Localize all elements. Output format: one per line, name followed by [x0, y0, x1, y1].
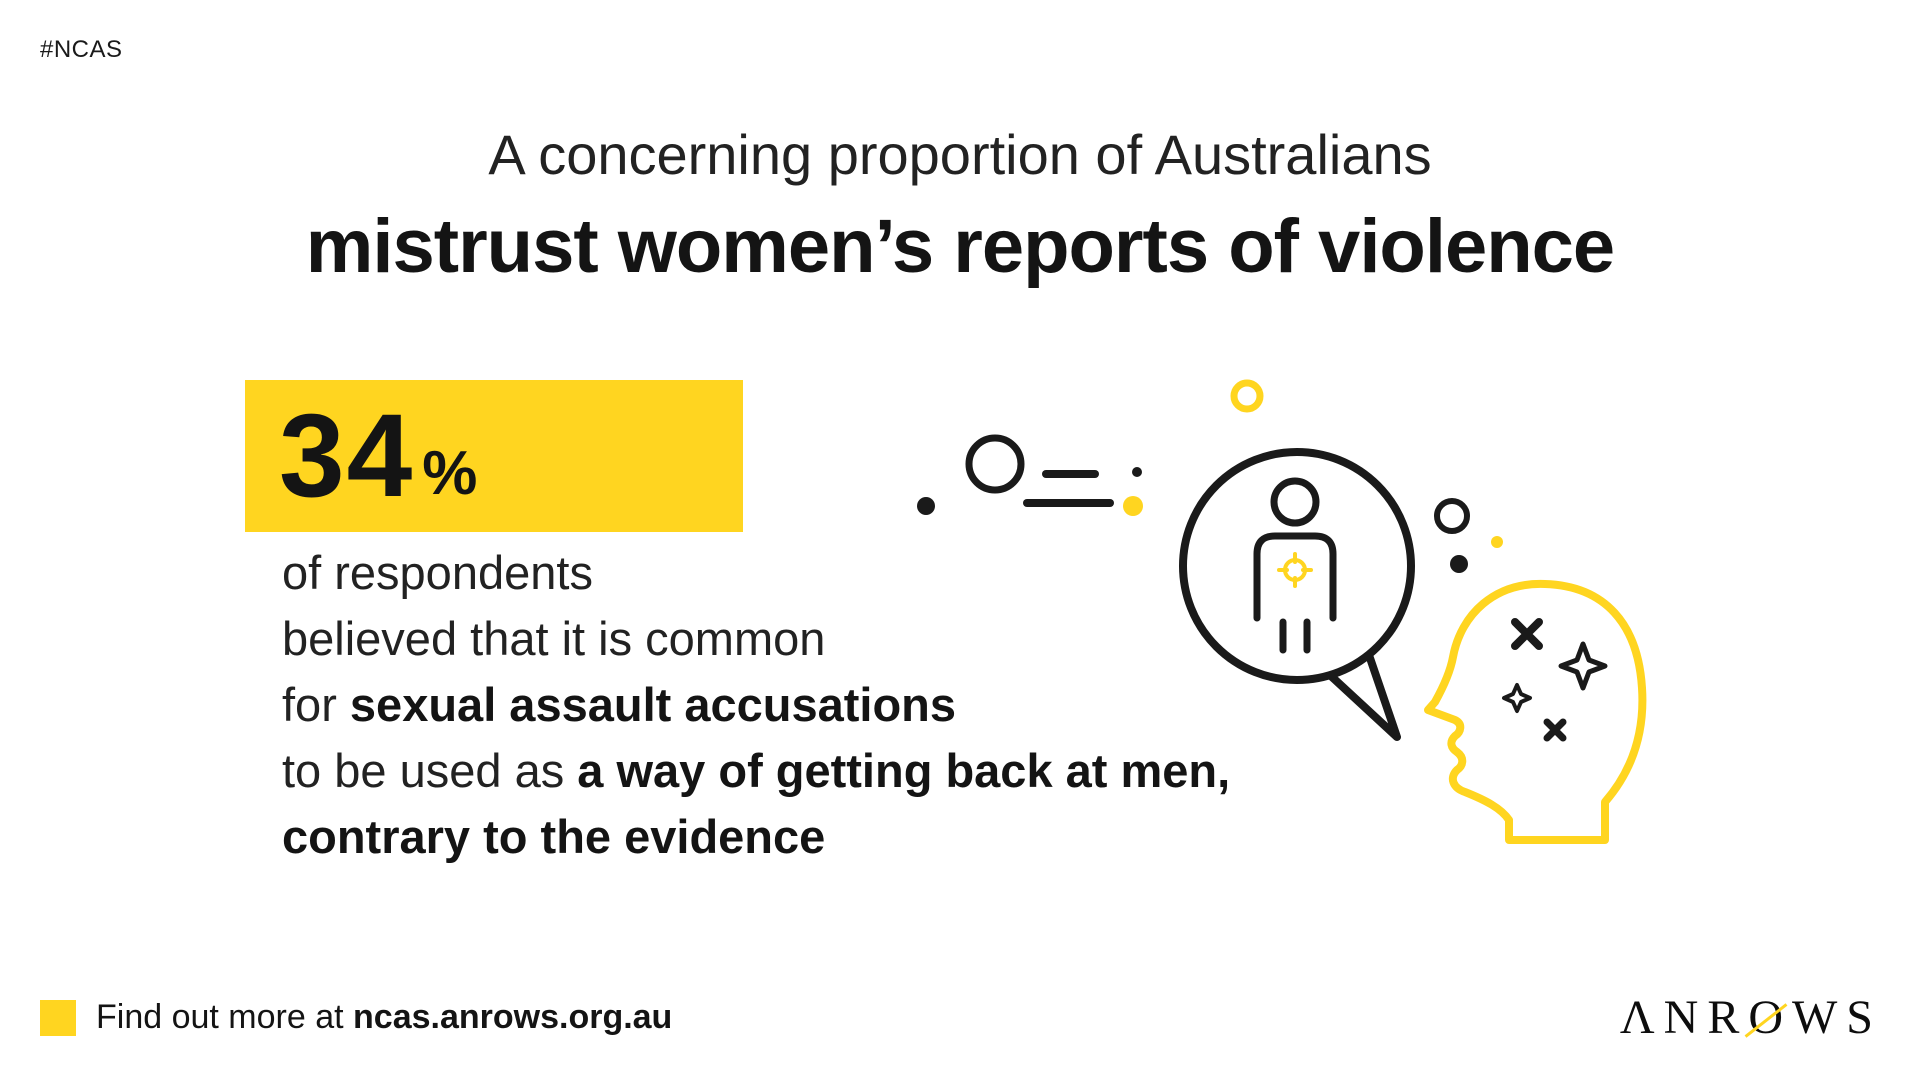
yellow-square-icon [40, 999, 76, 1036]
speech-bubble-person-icon [1179, 448, 1415, 741]
stat-value: 34 [279, 390, 415, 522]
title-line-2: mistrust women’s reports of violence [305, 204, 1615, 289]
stat-highlight-box: 34 % [245, 380, 743, 532]
speech-bubble-illustration [917, 379, 1647, 844]
logo-slashed-o: O [1748, 991, 1792, 1044]
head-profile-icon [1424, 579, 1647, 844]
title-line-1: A concerning proportion of Australians [488, 123, 1432, 186]
sparkles-icon [1502, 618, 1608, 742]
stat-description: of respondents believed that it is commo… [282, 540, 1230, 870]
page-title: A concerning proportion of Australians m… [0, 122, 1920, 290]
decorative-dots-left [917, 434, 1143, 516]
description-line: contrary to the evidence [282, 810, 826, 863]
decorative-dots-right [1434, 498, 1503, 573]
description-line: of respondents [282, 546, 593, 599]
stat-percent-sign: % [422, 438, 478, 508]
footer-url: ncas.anrows.org.au [353, 998, 673, 1036]
anrows-logo: ΛNROWS [1619, 991, 1882, 1044]
hashtag: #NCAS [40, 36, 123, 63]
yellow-ring-icon [1230, 379, 1264, 413]
person-icon [1253, 477, 1337, 654]
description-line: to be used as a way of getting back at m… [282, 744, 1231, 797]
footer: Find out more at ncas.anrows.org.au [40, 998, 672, 1037]
description-line: believed that it is common [282, 612, 826, 665]
target-icon [1277, 552, 1313, 588]
description-line: for sexual assault accusations [282, 678, 957, 731]
footer-text: Find out more at ncas.anrows.org.au [96, 998, 673, 1036]
